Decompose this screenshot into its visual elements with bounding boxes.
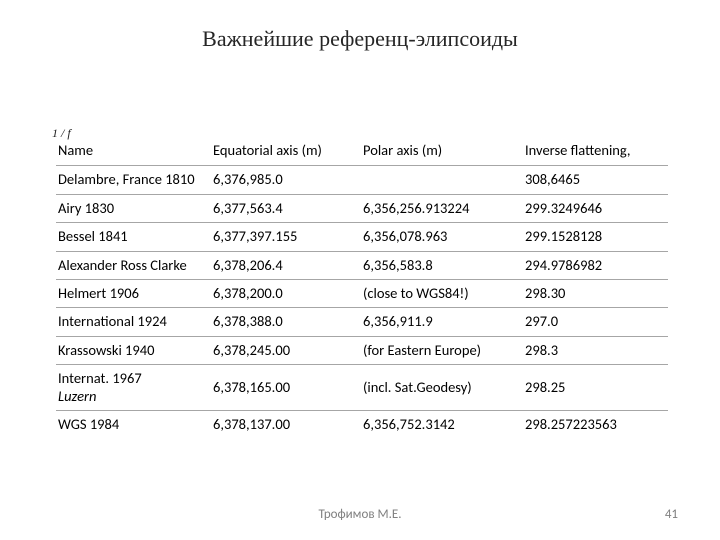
table-cell: 297.0 bbox=[523, 307, 668, 335]
table-cell: 299.1528128 bbox=[523, 222, 668, 250]
col-header-polar: Polar axis (m) bbox=[361, 142, 523, 165]
col-header-name: Name bbox=[56, 142, 211, 165]
table-row: WGS 19846,378,137.006,356,752.3142298.25… bbox=[56, 410, 668, 438]
table-cell: 6,356,752.3142 bbox=[361, 410, 523, 438]
table-row: Airy 18306,377,563.46,356,256.913224299.… bbox=[56, 194, 668, 222]
ellipsoid-table: Name Equatorial axis (m) Polar axis (m) … bbox=[56, 142, 668, 438]
table-cell: WGS 1984 bbox=[56, 410, 211, 438]
formula-tag: 1 / f bbox=[52, 126, 71, 141]
table-cell: Alexander Ross Clarke bbox=[56, 251, 211, 279]
table-row: International 19246,378,388.06,356,911.9… bbox=[56, 307, 668, 335]
ellipsoid-table-wrapper: Name Equatorial axis (m) Polar axis (m) … bbox=[56, 142, 668, 438]
table-cell: 6,356,078.963 bbox=[361, 222, 523, 250]
table-cell: Krassowski 1940 bbox=[56, 336, 211, 364]
table-header-row: Name Equatorial axis (m) Polar axis (m) … bbox=[56, 142, 668, 165]
table-cell: 298.257223563 bbox=[523, 410, 668, 438]
table-cell: (for Eastern Europe) bbox=[361, 336, 523, 364]
slide: Важнейшие референц-элипсоиды 1 / f Name … bbox=[0, 0, 720, 540]
table-cell: 6,356,911.9 bbox=[361, 307, 523, 335]
table-cell: 6,378,388.0 bbox=[211, 307, 361, 335]
table-body: Delambre, France 18106,376,985.0 308,6465… bbox=[56, 165, 668, 438]
table-cell: 6,376,985.0 bbox=[211, 165, 361, 193]
table-cell: 298.25 bbox=[523, 364, 668, 410]
table-cell: International 1924 bbox=[56, 307, 211, 335]
table-cell: 6,377,563.4 bbox=[211, 194, 361, 222]
table-cell: 298.30 bbox=[523, 279, 668, 307]
table-row: Helmert 19066,378,200.0(close to WGS84!)… bbox=[56, 279, 668, 307]
table-cell: 6,378,245.00 bbox=[211, 336, 361, 364]
col-header-equatorial: Equatorial axis (m) bbox=[211, 142, 361, 165]
table-row: Krassowski 19406,378,245.00(for Eastern … bbox=[56, 336, 668, 364]
cell-text: Internat. 1967 bbox=[58, 369, 142, 387]
page-number: 41 bbox=[665, 507, 678, 522]
table-cell: Delambre, France 1810 bbox=[56, 165, 211, 193]
footer-author: Трофимов М.Е. bbox=[0, 507, 720, 522]
table-row: Delambre, France 18106,376,985.0 308,6465 bbox=[56, 165, 668, 193]
table-cell bbox=[361, 165, 523, 193]
table-row: Bessel 18416,377,397.1556,356,078.963299… bbox=[56, 222, 668, 250]
table-row: Internat. 1967 Luzern6,378,165.00(incl. … bbox=[56, 364, 668, 410]
table-cell: 308,6465 bbox=[523, 165, 668, 193]
table-cell: 294.9786982 bbox=[523, 251, 668, 279]
table-cell: 6,356,583.8 bbox=[361, 251, 523, 279]
col-header-flattening: Inverse flattening, bbox=[523, 142, 668, 165]
slide-title: Важнейшие референц-элипсоиды bbox=[0, 26, 720, 52]
table-cell: 6,378,206.4 bbox=[211, 251, 361, 279]
table-cell: Airy 1830 bbox=[56, 194, 211, 222]
table-row: Alexander Ross Clarke6,378,206.46,356,58… bbox=[56, 251, 668, 279]
table-cell: 6,378,200.0 bbox=[211, 279, 361, 307]
table-cell: 298.3 bbox=[523, 336, 668, 364]
table-cell: 6,377,397.155 bbox=[211, 222, 361, 250]
table-cell: Helmert 1906 bbox=[56, 279, 211, 307]
table-cell: 6,356,256.913224 bbox=[361, 194, 523, 222]
table-cell: Bessel 1841 bbox=[56, 222, 211, 250]
table-cell: 299.3249646 bbox=[523, 194, 668, 222]
table-cell: 6,378,165.00 bbox=[211, 364, 361, 410]
table-cell: 6,378,137.00 bbox=[211, 410, 361, 438]
table-cell: Internat. 1967 Luzern bbox=[56, 364, 211, 410]
table-cell: (close to WGS84!) bbox=[361, 279, 523, 307]
cell-text-tail: Luzern bbox=[58, 387, 96, 405]
table-cell: (incl. Sat.Geodesy) bbox=[361, 364, 523, 410]
